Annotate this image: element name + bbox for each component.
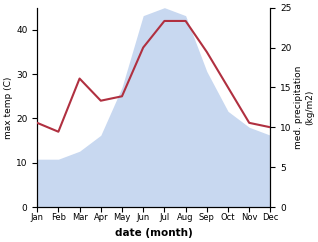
X-axis label: date (month): date (month) (115, 228, 193, 238)
Y-axis label: med. precipitation
(kg/m2): med. precipitation (kg/m2) (294, 66, 314, 149)
Y-axis label: max temp (C): max temp (C) (4, 76, 13, 138)
